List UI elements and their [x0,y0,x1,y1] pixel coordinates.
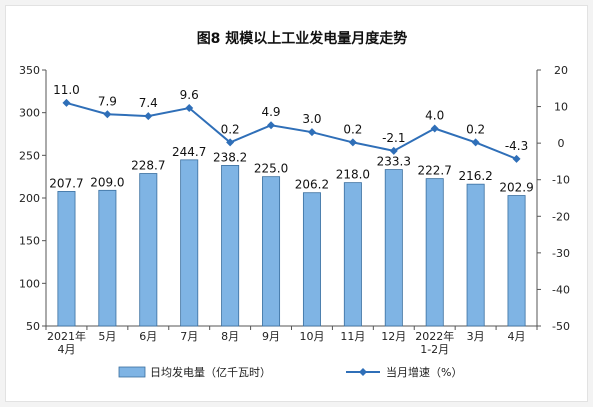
bar-data-label: 238.2 [213,150,247,164]
line-data-label: 7.4 [139,96,158,110]
right-tick-label: -50 [552,320,570,333]
line-point [307,128,316,137]
x-tick-label: 2021年 [47,329,86,343]
right-tick-label: 20 [554,64,568,77]
bar [180,159,199,327]
bar-data-label: 244.7 [172,145,206,159]
line-point [62,98,71,107]
line-point [348,138,357,147]
right-tick-label: -30 [552,247,570,260]
bar [139,173,158,327]
x-tick-label: 4月 [57,343,75,356]
line-data-label: 0.2 [343,122,362,136]
bar [98,189,117,327]
bar-data-label: 228.7 [131,159,165,173]
bar-data-label: 216.2 [458,169,492,183]
bar [343,182,362,327]
bar-data-label: 207.7 [49,176,83,190]
x-tick-label: 5月 [98,330,116,343]
x-tick-label: 1-2月 [420,343,449,356]
bar-data-label: 218.0 [336,168,370,182]
line-data-label: 0.2 [466,122,485,136]
right-tick-label: 0 [558,137,565,150]
line-data-label: 0.2 [221,122,240,136]
line-data-label: -2.1 [382,131,405,145]
left-tick-label: 100 [19,277,40,290]
legend-line-label: 当月增速（%） [386,365,462,379]
line-point [144,112,153,121]
line-point [430,124,439,133]
x-tick-label: 3月 [467,330,485,343]
bar [507,195,526,327]
right-tick-label: -10 [552,174,570,187]
line-data-label: 9.6 [180,88,199,102]
x-tick-label: 7月 [180,330,198,343]
chart-title: 图8 规模以上工业发电量月度走势 [197,30,408,47]
x-tick-label: 9月 [262,330,280,343]
x-tick-label: 6月 [139,330,157,343]
growth-line [66,101,517,160]
bar-data-label: 209.0 [90,175,124,189]
line-point [267,121,276,130]
line-point [512,154,521,163]
bar [221,165,240,327]
bar [466,183,485,327]
left-tick-label: 50 [26,320,40,333]
bar-data-label: 222.7 [418,164,452,178]
x-tick-label: 11月 [340,330,365,343]
right-tick-label: -40 [552,283,570,296]
line-data-label: 11.0 [53,83,80,97]
bar [384,169,403,327]
left-tick-label: 250 [19,149,40,162]
bar [302,192,321,327]
x-tick-label: 12月 [381,330,406,343]
x-tick-label: 8月 [221,330,239,343]
left-tick-label: 350 [19,64,40,77]
line-data-label: 3.0 [302,112,321,126]
line-point [471,138,480,147]
line-point [103,110,112,119]
line-point [389,146,398,155]
bar [262,176,281,327]
line-data-label: 7.9 [98,94,117,108]
line-point [226,138,235,147]
right-tick-label: -20 [552,210,570,223]
legend-line-marker [359,368,367,376]
left-tick-label: 150 [19,235,40,248]
bar-data-label: 206.2 [295,178,329,192]
line-data-label: -4.3 [505,139,528,153]
left-tick-label: 300 [19,107,40,120]
line-data-label: 4.0 [425,109,444,123]
bar-data-label: 225.0 [254,162,288,176]
x-tick-label: 2022年 [415,329,454,343]
chart-frame: 图8 规模以上工业发电量月度走势 50 100 150 200 250 300 350 20 1… [5,5,588,402]
x-tick-label: 10月 [299,330,324,343]
legend-bar-label: 日均发电量（亿千瓦时） [150,365,271,379]
line-point [185,104,194,113]
bar-data-label: 202.9 [499,181,533,195]
left-tick-label: 200 [19,192,40,205]
bar [425,178,444,327]
legend-bar-swatch [118,366,146,378]
line-data-label: 4.9 [261,105,280,119]
right-tick-label: 10 [554,101,568,114]
bar-data-label: 233.3 [377,155,411,169]
x-tick-label: 4月 [508,330,526,343]
bar [57,191,76,327]
